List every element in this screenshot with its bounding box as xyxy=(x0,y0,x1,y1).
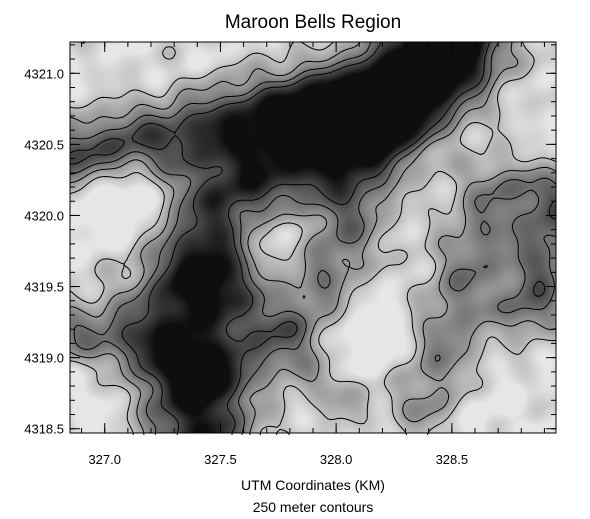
axis-ticks xyxy=(70,42,556,433)
y-tick-label: 4321.0 xyxy=(24,66,64,81)
y-tick-label: 4320.5 xyxy=(24,137,64,152)
y-tick-label: 4318.5 xyxy=(24,422,64,437)
x-tick-label: 327.0 xyxy=(88,452,121,467)
y-tick-label: 4320.0 xyxy=(24,208,64,223)
tick-labels: 327.0 327.5 328.0 328.5 4318.5 4319.0 4319.5 43… xyxy=(24,66,468,467)
x-axis-label: UTM Coordinates (KM) xyxy=(241,477,385,493)
y-tick-label: 4319.0 xyxy=(24,351,64,366)
plot-area xyxy=(69,41,557,436)
contour-line-4 xyxy=(69,41,557,436)
contour-line-3 xyxy=(69,41,557,436)
x-tick-label: 327.5 xyxy=(204,452,237,467)
chart-title: Maroon Bells Region xyxy=(225,12,401,33)
contour-line-2 xyxy=(69,41,557,436)
x-tick-label: 328.5 xyxy=(436,452,469,467)
chart-subtitle: 250 meter contours xyxy=(253,499,374,514)
y-tick-label: 4319.5 xyxy=(24,280,64,295)
elevation-image xyxy=(70,42,556,433)
x-tick-label: 328.0 xyxy=(320,452,353,467)
